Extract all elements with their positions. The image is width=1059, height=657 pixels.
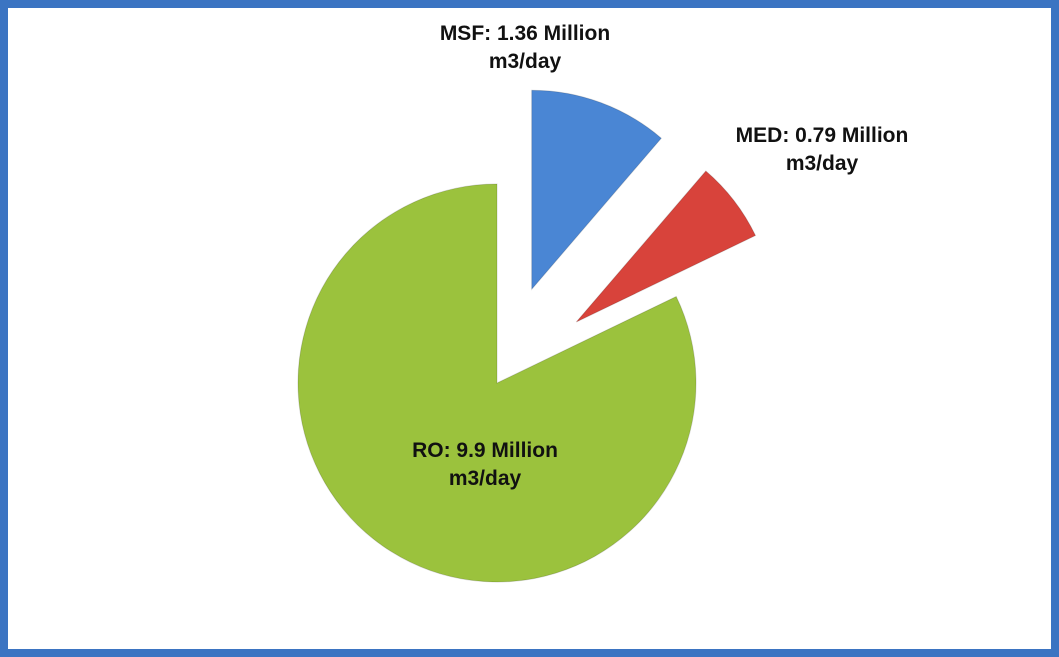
- pie-slice: [531, 89, 663, 291]
- slice-label: MSF: 1.36 Million m3/day: [439, 22, 611, 73]
- slice-label: MED: 0.79 Million m3/day: [735, 124, 909, 175]
- slice-label: RO: 9.9 Million m3/day: [412, 439, 558, 490]
- pie-slice: [297, 183, 697, 583]
- pie-slice: [575, 170, 757, 323]
